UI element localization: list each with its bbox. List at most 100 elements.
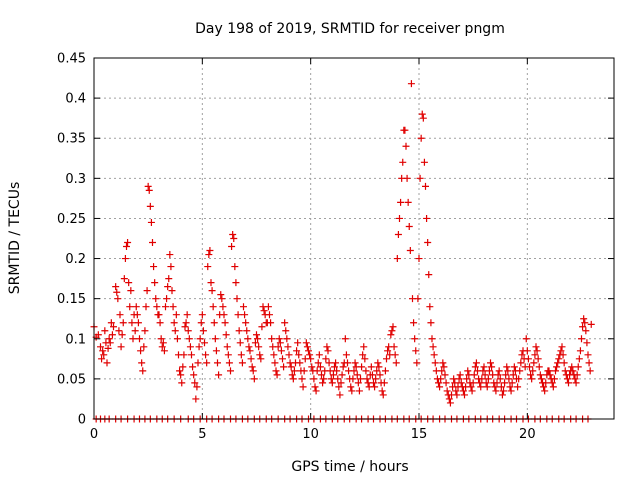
data-point <box>277 347 285 355</box>
data-point <box>172 311 180 319</box>
data-point <box>228 243 236 251</box>
data-point <box>186 343 194 351</box>
data-point <box>256 351 264 359</box>
data-point <box>585 359 593 367</box>
data-point <box>189 363 197 371</box>
data-point <box>307 355 315 363</box>
data-point <box>145 186 153 194</box>
data-point <box>575 355 583 363</box>
data-point <box>492 387 500 395</box>
data-point <box>403 174 411 182</box>
data-point <box>502 371 510 379</box>
data-point <box>224 351 232 359</box>
data-point <box>424 239 432 247</box>
data-point <box>518 351 526 359</box>
data-point <box>546 371 554 379</box>
data-point <box>310 375 318 383</box>
y-tick-label: 0.15 <box>57 292 86 307</box>
data-point <box>117 343 125 351</box>
data-point <box>282 327 290 335</box>
data-point <box>583 339 591 347</box>
data-point <box>441 371 449 379</box>
data-point <box>271 359 279 367</box>
data-point <box>428 335 436 343</box>
data-point <box>157 335 165 343</box>
data-point <box>548 379 556 387</box>
data-point <box>242 319 250 327</box>
data-point <box>510 363 518 371</box>
x-tick-labels: 0 5 10 15 20 <box>90 427 536 442</box>
data-point <box>401 126 409 134</box>
data-point <box>98 355 106 363</box>
data-point <box>387 331 395 339</box>
data-point <box>222 331 230 339</box>
data-point <box>106 339 114 347</box>
y-tick-label: 0.1 <box>65 332 86 347</box>
y-tick-label: 0.3 <box>65 172 86 187</box>
data-point <box>412 347 420 355</box>
data-point <box>266 311 273 319</box>
data-point <box>451 379 459 387</box>
x-tick-label: 20 <box>519 427 536 442</box>
data-point <box>227 367 234 375</box>
data-point <box>540 383 548 391</box>
data-point <box>555 355 563 363</box>
data-point <box>176 367 184 375</box>
y-axis-title: SRMTID / TECUs <box>7 182 23 295</box>
data-point <box>101 327 109 335</box>
data-point <box>514 383 522 391</box>
data-point <box>405 222 413 230</box>
data-point <box>183 311 191 319</box>
data-point <box>347 383 355 391</box>
data-point <box>341 335 349 343</box>
data-point <box>315 351 323 359</box>
data-point <box>94 331 102 339</box>
data-point <box>528 375 536 383</box>
data-point <box>166 251 174 259</box>
data-point <box>560 359 568 367</box>
data-point <box>162 303 169 311</box>
data-point <box>483 383 491 391</box>
data-point <box>150 263 158 271</box>
data-point <box>215 371 223 379</box>
data-point <box>302 339 310 347</box>
data-point <box>294 339 302 347</box>
data-point <box>530 359 538 367</box>
data-point <box>467 383 475 391</box>
data-point <box>168 287 176 295</box>
data-point <box>359 351 367 359</box>
data-point <box>212 347 220 355</box>
data-point <box>470 371 478 379</box>
data-point <box>375 363 383 371</box>
data-point <box>526 363 533 371</box>
data-point <box>406 247 414 255</box>
data-point <box>181 323 189 331</box>
data-point <box>110 323 117 331</box>
data-point <box>204 263 212 271</box>
data-point <box>115 327 123 335</box>
data-point <box>290 367 298 375</box>
data-point <box>553 363 561 371</box>
data-point <box>331 363 338 371</box>
data-point <box>578 335 585 343</box>
data-point <box>165 275 173 283</box>
data-point <box>536 371 544 379</box>
data-point <box>587 320 595 328</box>
data-point <box>557 347 565 355</box>
data-point <box>586 367 594 375</box>
data-point <box>114 295 122 303</box>
data-point <box>380 379 388 387</box>
data-point <box>281 319 289 327</box>
data-point <box>491 383 499 391</box>
data-point <box>436 383 444 391</box>
data-point <box>146 202 154 210</box>
data-point <box>248 363 256 371</box>
data-point <box>288 371 296 379</box>
data-point <box>463 375 471 383</box>
x-tick-label: 0 <box>90 427 98 442</box>
data-point <box>97 343 104 351</box>
data-point <box>576 347 584 355</box>
data-point <box>131 327 139 335</box>
data-point <box>247 355 255 363</box>
data-point <box>327 375 335 383</box>
